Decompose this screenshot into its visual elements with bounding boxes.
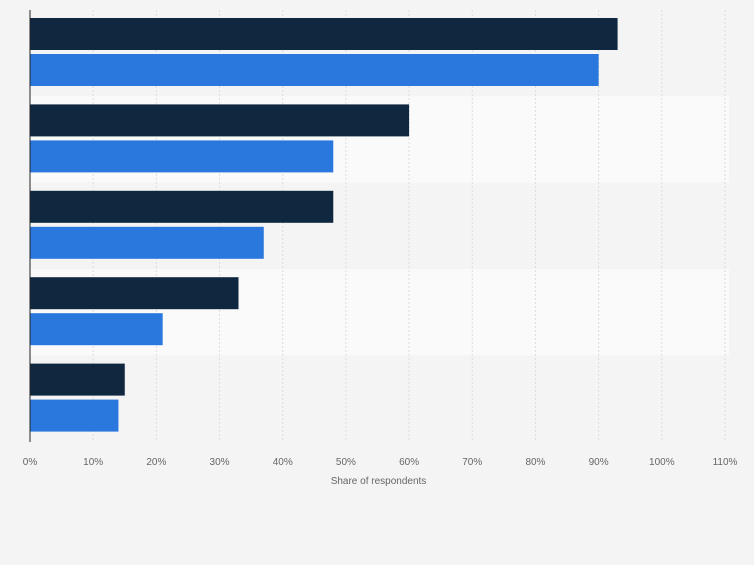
x-tick-label: 20% [146,457,166,468]
x-tick-label: 10% [83,457,103,468]
bar-series-1 [30,363,125,396]
x-tick-label: 80% [525,457,545,468]
bar-series-1 [30,190,334,223]
bar-series-1 [30,104,410,137]
bar-series-1 [30,277,239,310]
bar-series-2 [30,54,599,86]
x-tick-label: 60% [399,457,419,468]
x-tick-label: 0% [23,457,38,468]
x-tick-label: 50% [336,457,356,468]
x-tick-label: 40% [273,457,293,468]
bar-series-2 [30,399,119,432]
x-tick-label: 110% [713,457,738,468]
bar-series-2 [30,226,264,259]
x-tick-label: 100% [649,457,675,468]
x-tick-label: 90% [589,457,609,468]
x-tick-labels: 0% 10% 20% 30% 40% 50% 60% 70% 80% 90% 100% 110% [23,457,738,468]
x-tick-label: 30% [210,457,230,468]
category-band [30,355,729,442]
bar-series-2 [30,140,334,173]
x-tick-label: 70% [462,457,482,468]
bar-series-1 [30,18,618,50]
category-bands [30,10,729,442]
bars [30,18,618,432]
bar-series-2 [30,313,163,346]
x-axis-label: Share of respondents [331,476,427,487]
